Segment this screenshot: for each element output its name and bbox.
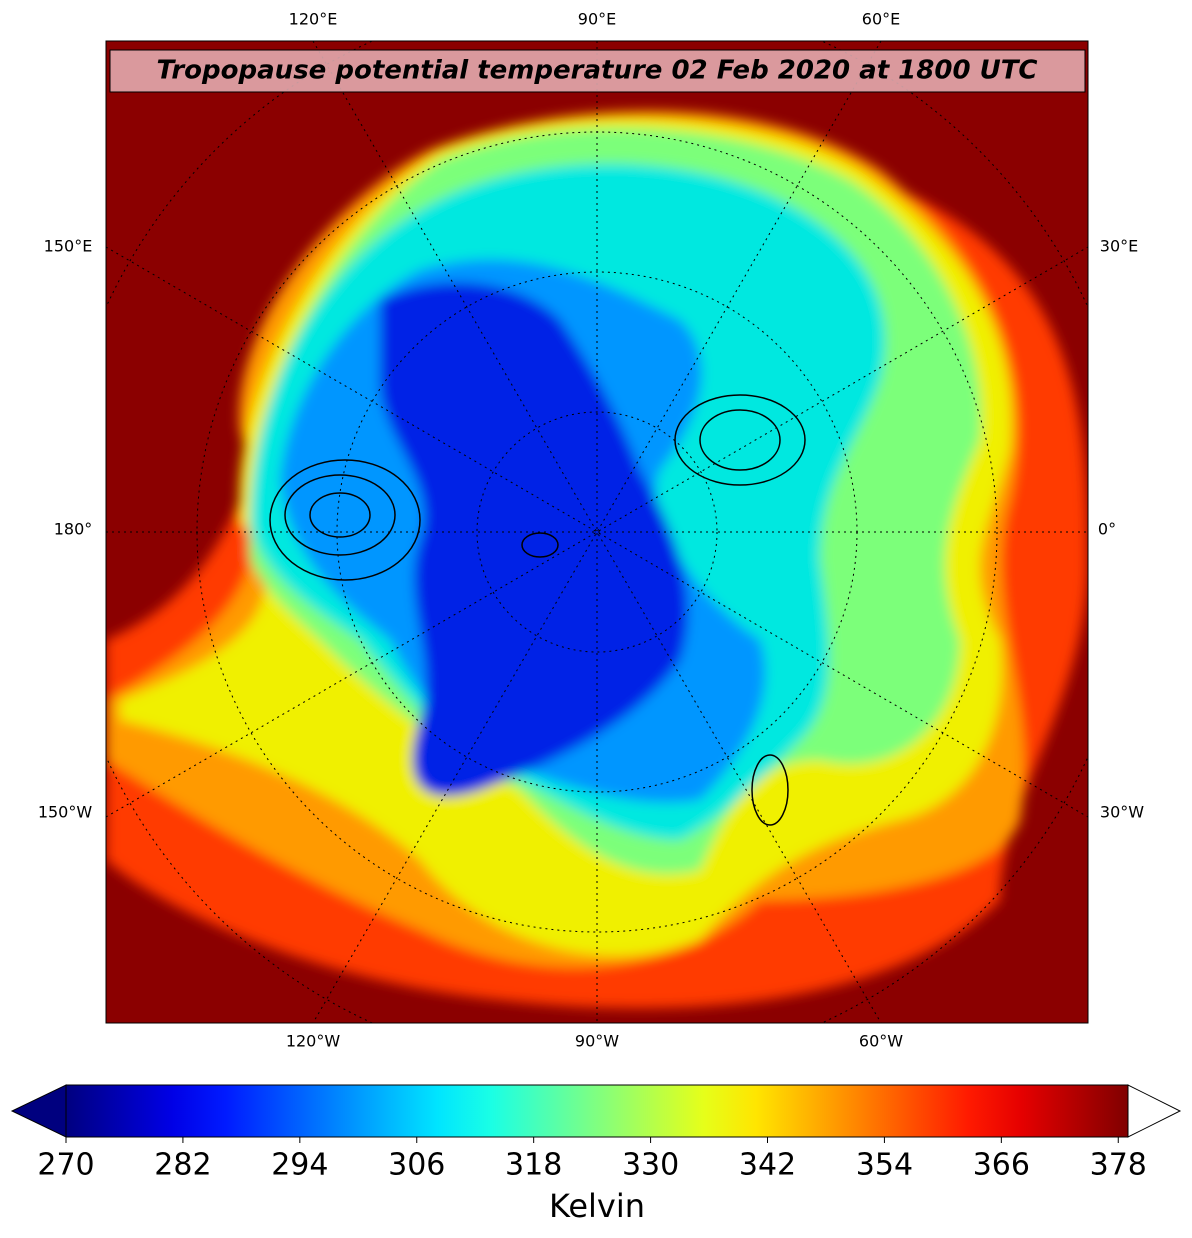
colorbar-tick-label: 294 [271,1148,328,1183]
lon-label: 150°E [44,237,93,256]
lon-label: 180° [54,520,93,539]
colorbar-tick-label: 282 [154,1148,211,1183]
colorbar-body [65,1084,1129,1138]
colorbar-tick-label: 366 [973,1148,1030,1183]
pressure-contours [269,394,806,826]
lon-label: 150°W [38,803,93,822]
colorbar-tick-label: 306 [388,1148,445,1183]
colorbar-tick-label: 330 [622,1148,679,1183]
lon-label: 60°W [859,1032,903,1051]
colorbar: 270 282 294 306 318 330 342 354 366 378 Kelvin [10,1084,1182,1225]
graticule [106,41,1088,1023]
colorbar-tick-label: 318 [505,1148,562,1183]
colorbar-extend-low [10,1084,67,1138]
lon-label: 90°W [575,1032,619,1051]
colorbar-tick-label: 378 [1090,1148,1147,1183]
colorbar-tick-label: 342 [739,1148,796,1183]
colorbar-tick-label: 354 [856,1148,913,1183]
map-frame [105,40,1089,1024]
lon-label: 120°E [289,10,338,29]
lon-label: 90°E [578,10,616,29]
map [106,41,1088,1023]
lon-labels: 120°E 90°E 60°E 120°W 90°W 60°W 150°E 180° 150°W… [38,10,1144,1051]
colorbar-extend-high [1127,1084,1182,1138]
lon-label: 0° [1098,520,1116,539]
lon-label: 30°E [1100,237,1138,256]
title-box [109,49,1086,93]
title: Tropopause potential temperature 02 Feb … [156,56,1037,86]
colorbar-label: Kelvin [549,1187,645,1225]
lon-label: 120°W [286,1032,341,1051]
colorbar-tick-label: 270 [37,1148,94,1183]
lon-label: 60°E [862,10,900,29]
lon-label: 30°W [1100,803,1144,822]
